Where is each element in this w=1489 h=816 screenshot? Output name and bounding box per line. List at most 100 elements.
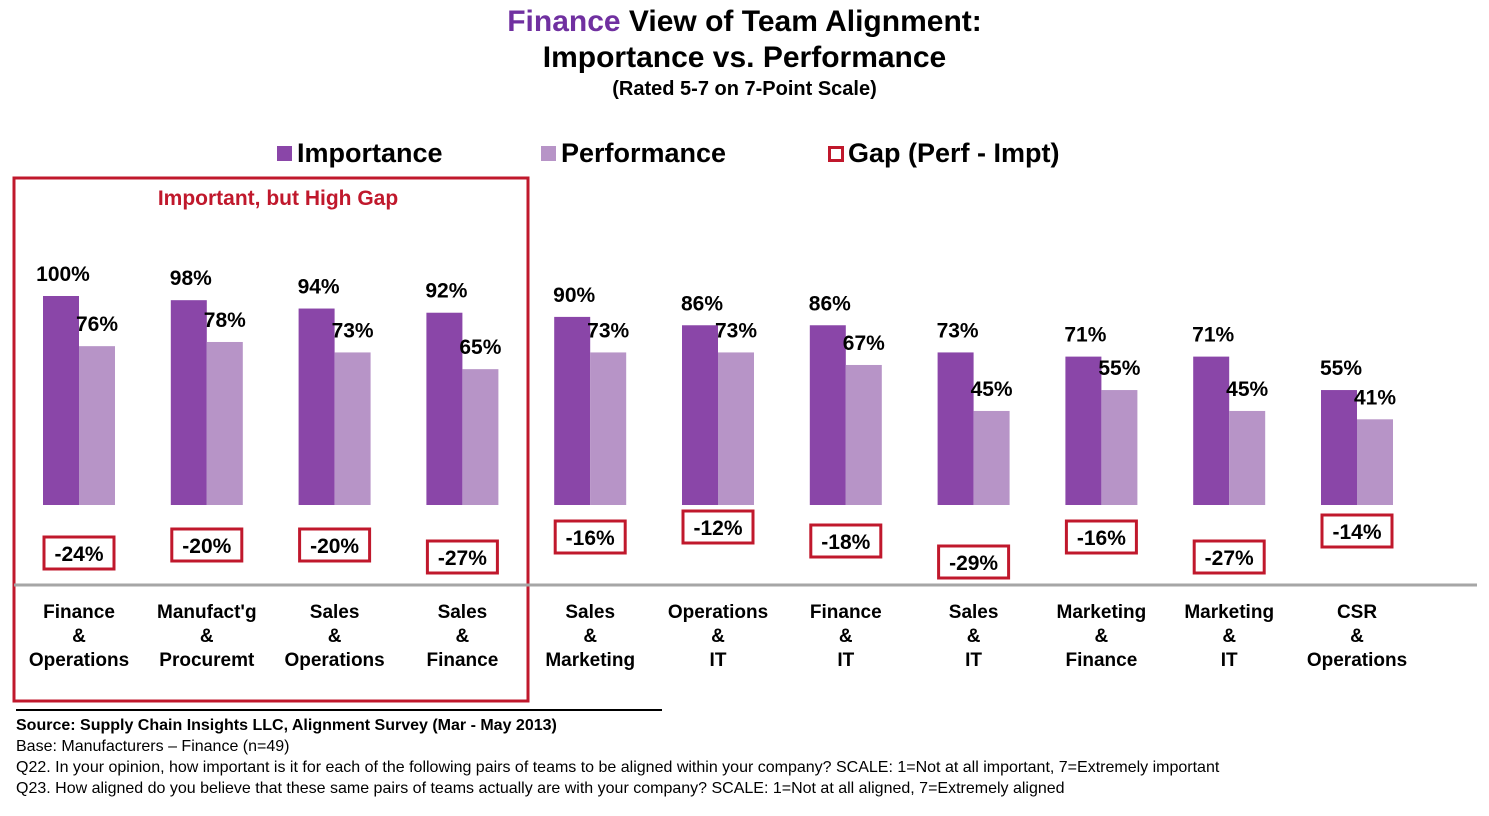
x-tick-label: &	[72, 626, 86, 647]
performance-bar	[1101, 390, 1138, 505]
title-line-1: Finance View of Team Alignment:	[0, 4, 1489, 40]
gap-box	[425, 539, 499, 575]
gap-data-label: -27%	[1205, 547, 1254, 570]
title-line-1-rest: View of Team Alignment:	[620, 5, 982, 38]
x-tick-label: Finance	[43, 602, 115, 623]
x-tick-label: Operations	[284, 650, 384, 671]
x-tick-label: &	[200, 626, 214, 647]
performance-bar	[334, 352, 371, 505]
importance-data-label: 92%	[425, 280, 467, 303]
callout-label: Important, but High Gap	[158, 187, 398, 210]
footer-q22: Q22. In your opinion, how important is i…	[16, 759, 1220, 776]
importance-bar	[809, 325, 846, 505]
x-tick-label: &	[1095, 626, 1109, 647]
gap-box	[1192, 539, 1266, 575]
importance-bar	[554, 316, 591, 505]
legend-performance-swatch	[541, 146, 556, 161]
performance-data-label: 45%	[1226, 378, 1268, 401]
importance-bar	[426, 312, 463, 505]
gap-data-label: -18%	[821, 531, 870, 554]
footer-source: Source: Supply Chain Insights LLC, Align…	[16, 717, 557, 734]
x-tick-label: Finance	[426, 650, 498, 671]
chart-subtitle: (Rated 5-7 on 7-Point Scale)	[612, 78, 877, 100]
x-tick-label: Sales	[438, 602, 488, 623]
x-tick-label: CSR	[1337, 602, 1377, 623]
x-tick-label: &	[1350, 626, 1364, 647]
performance-data-label: 73%	[715, 319, 757, 342]
x-tick-label: &	[456, 626, 470, 647]
title-highlight: Finance	[507, 5, 621, 38]
performance-bar	[1357, 419, 1393, 505]
x-tick-label: &	[583, 626, 597, 647]
performance-data-label: 78%	[204, 309, 246, 332]
chart-title: Finance View of Team Alignment: Importan…	[0, 4, 1489, 102]
gap-box	[553, 519, 627, 555]
x-tick-label: Operations	[1307, 650, 1407, 671]
gap-box	[809, 523, 883, 559]
x-tick-label: Operations	[668, 602, 768, 623]
importance-bar	[1321, 390, 1357, 505]
x-tick-label: Procuremt	[159, 650, 255, 671]
performance-bar	[845, 364, 882, 505]
gap-box	[937, 544, 1011, 580]
gap-box	[681, 509, 755, 545]
gap-data-label: -24%	[54, 543, 103, 566]
footer-base: Base: Manufacturers – Finance (n=49)	[16, 738, 290, 755]
gap-data-label: -20%	[310, 535, 359, 558]
importance-data-label: 100%	[36, 263, 90, 286]
gap-box	[42, 535, 116, 571]
x-tick-label: Sales	[565, 602, 615, 623]
callout-box	[12, 176, 530, 703]
performance-data-label: 41%	[1354, 386, 1396, 409]
importance-data-label: 86%	[809, 292, 851, 315]
importance-data-label: 94%	[298, 276, 340, 299]
x-tick-label: &	[328, 626, 342, 647]
footer-divider	[16, 709, 662, 711]
x-tick-label: Finance	[1065, 650, 1137, 671]
importance-data-label: 71%	[1064, 324, 1106, 347]
gap-data-label: -16%	[566, 527, 615, 550]
chart-footer: Source: Supply Chain Insights LLC, Align…	[16, 715, 1219, 799]
performance-bar	[973, 410, 1010, 505]
gap-box	[170, 527, 244, 563]
importance-data-label: 90%	[553, 284, 595, 307]
importance-bar	[682, 325, 718, 505]
x-tick-label: Sales	[949, 602, 999, 623]
gap-data-label: -12%	[693, 517, 742, 540]
footer-q23: Q23. How aligned do you believe that the…	[16, 780, 1065, 797]
legend-performance-label: Performance	[561, 138, 726, 168]
x-tick-label: IT	[965, 650, 982, 671]
legend-gap-label: Gap (Perf - Impt)	[848, 138, 1060, 168]
gap-box	[1320, 513, 1394, 549]
gap-box	[1064, 519, 1138, 555]
performance-data-label: 76%	[76, 313, 118, 336]
performance-bar	[79, 346, 115, 505]
importance-data-label: 55%	[1320, 357, 1362, 380]
x-tick-label: Sales	[310, 602, 360, 623]
x-tick-label: &	[967, 626, 981, 647]
x-tick-label: Marketing	[1057, 602, 1147, 623]
x-tick-label: &	[1222, 626, 1236, 647]
importance-bar	[1065, 356, 1102, 505]
importance-bar	[298, 308, 335, 505]
performance-data-label: 73%	[332, 319, 374, 342]
importance-data-label: 98%	[170, 267, 212, 290]
gap-data-label: -14%	[1332, 521, 1381, 544]
gap-box	[298, 527, 372, 563]
importance-data-label: 86%	[681, 292, 723, 315]
gap-data-label: -20%	[182, 535, 231, 558]
importance-bar	[170, 300, 207, 505]
performance-data-label: 73%	[587, 319, 629, 342]
x-tick-label: &	[839, 626, 853, 647]
x-tick-label: Finance	[810, 602, 882, 623]
importance-bar	[1193, 356, 1230, 505]
gap-data-label: -29%	[949, 552, 998, 575]
x-tick-label: IT	[1221, 650, 1238, 671]
x-tick-label: &	[711, 626, 725, 647]
importance-data-label: 73%	[937, 319, 979, 342]
legend-gap-swatch	[828, 146, 844, 162]
gap-data-label: -27%	[438, 547, 487, 570]
importance-bar	[937, 352, 974, 505]
x-tick-label: IT	[710, 650, 727, 671]
